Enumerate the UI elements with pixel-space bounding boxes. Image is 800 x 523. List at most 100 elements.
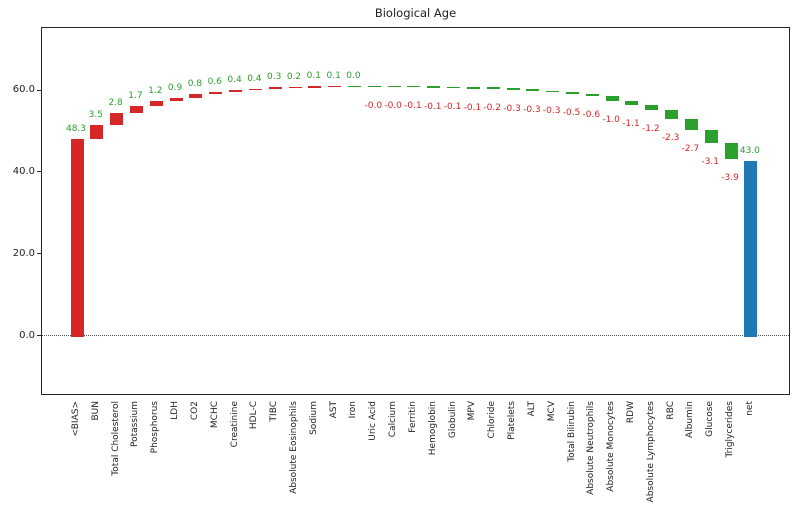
x-tick-label: Albumin [685,401,696,439]
waterfall-bar [704,130,718,144]
x-tick-label: LDH [170,401,181,420]
x-tick-label: Hemoglobin [427,401,438,456]
chart-title: Biological Age [374,6,457,20]
bar-value-label: -0.1 [423,101,442,112]
bar-value-label: 0.1 [326,70,341,81]
x-tick-label: MCV [546,401,557,422]
bar-value-label: -2.3 [661,133,680,144]
waterfall-bar [248,88,262,91]
bar-value-label: -0.1 [404,101,422,112]
bar-value-label: 0.2 [286,71,302,82]
x-tick-label: HDL-C [249,401,260,430]
waterfall-bar [585,93,599,97]
bar-value-label: 0.3 [267,72,282,83]
bar-value-label: 0.1 [306,71,321,82]
bar-value-label: 0.6 [207,76,222,87]
zero-reference-line [42,335,789,337]
waterfall-bar [447,86,461,89]
x-tick-label: Total Bilirubin [566,401,577,462]
bar-value-label: -3.9 [721,173,739,184]
waterfall-bar [466,87,480,89]
bar-value-label: -0.3 [503,103,521,114]
waterfall-bar [189,94,203,98]
x-tick-label: Sodium [308,401,319,435]
bar-value-label: 48.3 [65,124,87,135]
x-tick-label: Creatinine [229,401,240,448]
y-tick-label: 20.0 [12,248,35,260]
waterfall-bar [347,85,361,88]
bar-value-label: -0.1 [443,102,462,113]
waterfall-bar [684,119,698,131]
bar-value-label: -1.1 [622,119,640,130]
x-tick-label: Chloride [487,401,498,439]
y-tick-mark [37,253,41,255]
bar-value-label: 0.8 [187,79,203,90]
x-tick-label: CO2 [189,401,200,421]
waterfall-bar [506,88,520,90]
waterfall-bar [367,85,381,88]
bar-value-label: 2.8 [108,98,123,109]
x-tick-label: Globulin [447,401,458,439]
y-tick-label: 0.0 [19,329,35,341]
x-tick-label: RDW [625,401,636,424]
waterfall-bar [70,139,84,337]
bar-value-label: -0.5 [562,107,581,118]
x-tick-label: TIBC [269,401,280,422]
x-tick-label: Total Cholesterol [110,401,121,476]
waterfall-bar [645,105,659,110]
bar-value-label: -0.3 [542,106,561,117]
y-tick-label: 40.0 [12,166,35,178]
bar-value-label: -0.2 [483,103,501,114]
bar-value-label: -2.7 [681,144,700,155]
bar-value-label: 0.4 [247,73,262,84]
x-tick-label: <BIAS> [71,401,81,437]
waterfall-bar [486,87,500,89]
bar-value-label: 0.0 [346,70,361,81]
waterfall-bar [308,86,322,88]
bar-value-label: 43.0 [739,145,760,156]
waterfall-bar [566,91,579,94]
x-tick-label: MPV [467,401,478,421]
x-tick-label: Iron [348,401,359,419]
waterfall-bar [169,97,183,102]
waterfall-bar [229,90,243,92]
waterfall-bar [110,113,124,125]
waterfall-bar [387,85,401,88]
bar-value-label: -3.1 [701,157,720,168]
waterfall-bar [744,160,758,337]
x-tick-label: Triglycerides [725,401,736,458]
waterfall-bar [268,87,282,89]
bar-value-label: -1.0 [602,114,620,125]
x-tick-label: AST [328,401,339,419]
x-tick-label: BUN [90,401,101,421]
x-tick-label: MCHC [209,401,220,429]
y-tick-mark [37,89,41,91]
y-tick-label: 60.0 [12,84,35,96]
x-tick-label: Uric Acid [368,401,379,441]
bar-value-label: -0.1 [463,102,482,113]
y-tick-mark [37,335,41,337]
bar-value-label: 0.4 [227,75,242,86]
x-tick-label: Platelets [507,401,518,440]
waterfall-bar [328,85,342,88]
waterfall-bar [149,101,163,107]
bar-value-label: -0.3 [523,105,541,116]
x-tick-label: Absolute Neutrophils [586,401,597,495]
plot-area [41,27,790,395]
x-tick-label: Absolute Lymphocytes [645,401,656,503]
x-tick-label: Absolute Eosinophils [289,401,300,494]
bar-value-label: 0.9 [167,82,183,93]
waterfall-bar [724,143,738,160]
x-tick-label: Glucose [705,401,716,437]
waterfall-bar [526,89,540,92]
bar-value-label: -0.0 [384,101,402,112]
x-tick-label: RBC [665,401,676,420]
waterfall-bar [288,86,302,89]
bar-value-label: 1.7 [128,91,143,102]
x-tick-label: Potassium [130,401,141,448]
y-tick-mark [37,171,41,173]
x-tick-label: Absolute Monocytes [606,401,617,492]
waterfall-bar [665,109,679,120]
x-tick-label: net [744,401,755,416]
x-tick-label: Phosphorus [150,401,161,454]
